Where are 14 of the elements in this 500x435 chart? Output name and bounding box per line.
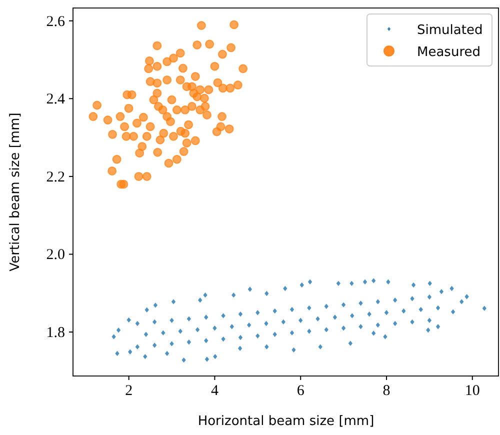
x-tick-label: 6 (296, 383, 305, 399)
y-tick-label: 2.6 (46, 14, 66, 30)
y-tick-label: 2.2 (46, 169, 65, 186)
x-tick-label: 10 (464, 383, 480, 399)
legend-label: Measured (417, 45, 481, 60)
legend-label: Simulated (417, 23, 483, 38)
y-tick-label: 1.8 (46, 325, 65, 342)
x-tick-label: 2 (125, 383, 133, 399)
x-tick-label: 4 (210, 383, 219, 399)
y-tick-label: 2.0 (46, 247, 65, 264)
x-tick-label: 8 (382, 383, 390, 399)
x-axis-title: Horizontal beam size [mm] (198, 414, 374, 429)
y-axis-title: Vertical beam size [mm] (8, 112, 23, 272)
y-tick-label: 2.4 (46, 92, 66, 108)
